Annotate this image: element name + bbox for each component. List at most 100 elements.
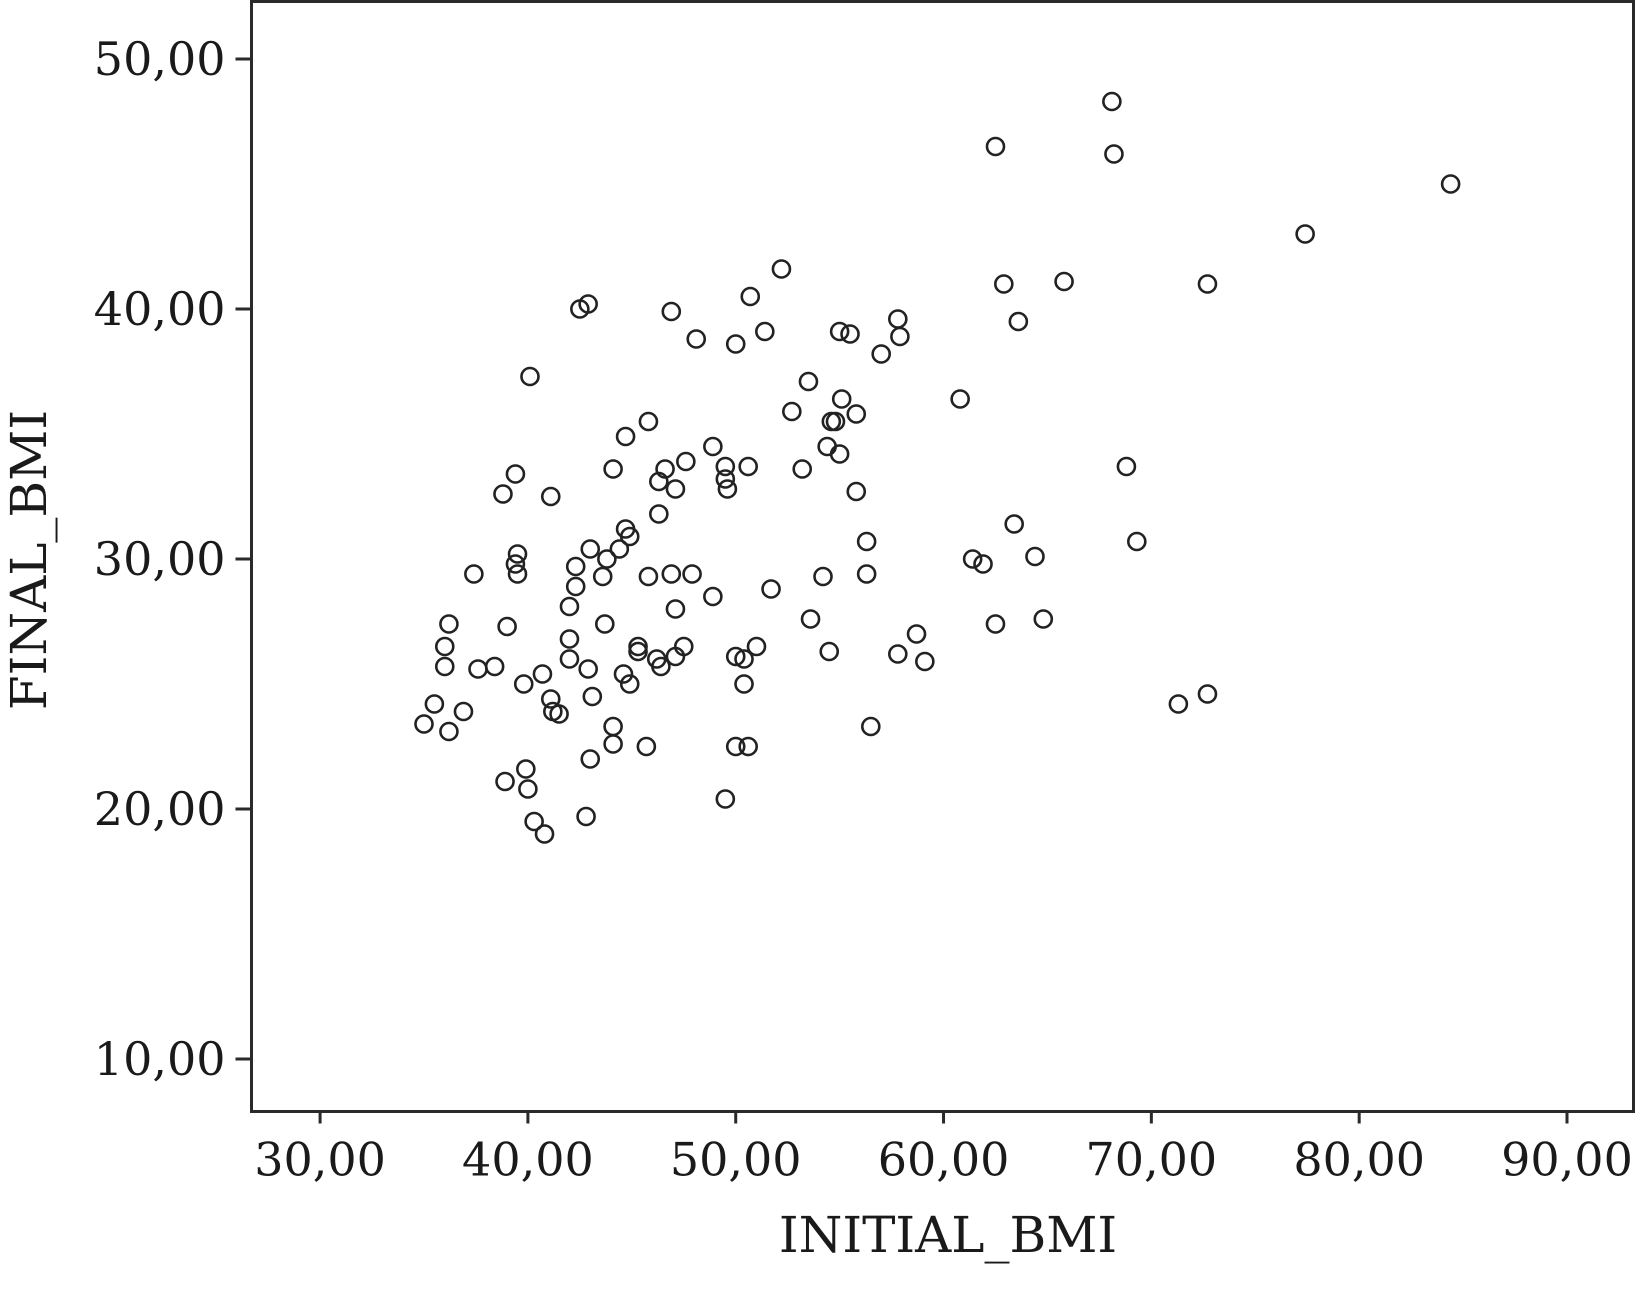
x-tick-label: 60,00 — [878, 1133, 1010, 1187]
data-point — [505, 554, 526, 574]
data-point — [1102, 91, 1122, 112]
data-point — [603, 459, 623, 479]
y-tick-label: 40,00 — [94, 282, 226, 336]
data-point — [619, 526, 640, 547]
data-point — [524, 811, 544, 832]
data-point — [973, 554, 993, 574]
data-point — [1197, 684, 1218, 704]
data-point — [1295, 224, 1315, 244]
y-tick-label: 30,00 — [94, 532, 226, 586]
data-point — [615, 426, 636, 447]
data-point — [597, 549, 617, 569]
data-point — [871, 344, 891, 364]
data-point — [715, 469, 736, 489]
data-point — [734, 649, 754, 669]
data-point — [665, 479, 686, 499]
data-point — [534, 824, 555, 844]
data-point — [755, 321, 775, 342]
data-point — [840, 324, 860, 344]
data-point — [578, 294, 598, 314]
data-point — [434, 636, 455, 657]
data-point — [651, 656, 671, 677]
data-point — [673, 636, 694, 657]
data-point — [725, 736, 746, 757]
data-point — [888, 309, 908, 329]
data-point — [636, 736, 657, 757]
data-point — [746, 636, 767, 657]
data-point — [661, 301, 682, 322]
x-tick-label: 50,00 — [670, 1133, 802, 1187]
data-point — [655, 459, 675, 479]
plot-frame — [250, 0, 1635, 1113]
data-point — [520, 366, 540, 387]
data-point — [1033, 609, 1054, 629]
data-point — [829, 444, 850, 464]
data-point — [576, 806, 596, 827]
x-tick-label: 80,00 — [1293, 1133, 1425, 1187]
data-point — [603, 734, 623, 754]
data-point — [725, 646, 746, 667]
data-point — [715, 789, 736, 809]
data-point — [1025, 546, 1045, 567]
data-point — [676, 451, 696, 472]
data-point — [1116, 456, 1137, 477]
y-axis-title: FINAL_BMI — [0, 410, 58, 710]
data-point — [665, 599, 686, 619]
data-point — [717, 479, 738, 499]
data-point — [856, 531, 877, 552]
data-point — [1197, 274, 1218, 294]
data-point — [559, 596, 580, 617]
data-point — [484, 656, 505, 677]
data-point — [464, 564, 484, 584]
data-point — [468, 659, 488, 679]
data-point — [439, 614, 459, 634]
data-point — [619, 674, 640, 694]
data-point — [609, 539, 630, 559]
data-point — [414, 714, 434, 734]
data-point — [800, 609, 821, 629]
y-tick-label: 10,00 — [94, 1032, 226, 1086]
data-point — [505, 464, 526, 484]
data-point — [565, 576, 586, 597]
data-point — [518, 779, 538, 799]
data-point — [549, 704, 569, 724]
data-point — [888, 644, 908, 664]
data-point — [507, 564, 528, 584]
data-point — [559, 629, 580, 649]
data-point — [829, 321, 850, 342]
data-point — [493, 484, 513, 504]
data-point — [817, 436, 837, 457]
data-point — [861, 716, 881, 737]
data-point — [434, 656, 455, 677]
data-point — [950, 389, 970, 409]
data-point — [725, 334, 746, 354]
data-point — [1440, 174, 1461, 194]
data-point — [994, 274, 1014, 294]
data-point — [825, 411, 846, 432]
data-point — [985, 614, 1006, 634]
data-point — [962, 549, 983, 569]
data-point — [846, 481, 867, 502]
x-tick-label: 30,00 — [254, 1133, 386, 1187]
data-point — [856, 564, 877, 584]
data-point — [682, 564, 702, 584]
data-point — [582, 686, 603, 707]
y-axis: 10,00 20,00 30,00 40,00 50,00 — [94, 32, 252, 1086]
data-point — [578, 659, 598, 679]
data-point — [831, 389, 852, 409]
data-point — [540, 486, 561, 507]
data-point — [890, 326, 910, 347]
data-point — [813, 566, 833, 587]
data-point — [628, 641, 648, 662]
data-point — [497, 616, 517, 637]
data-point — [453, 701, 474, 722]
data-point — [798, 371, 819, 392]
data-point — [1008, 311, 1029, 332]
data-point — [761, 579, 781, 599]
data-point — [1104, 144, 1124, 164]
x-tick-label: 40,00 — [462, 1133, 594, 1187]
data-point — [592, 566, 613, 587]
data-point — [846, 404, 867, 424]
data-point — [792, 459, 813, 479]
data-point — [782, 401, 802, 422]
